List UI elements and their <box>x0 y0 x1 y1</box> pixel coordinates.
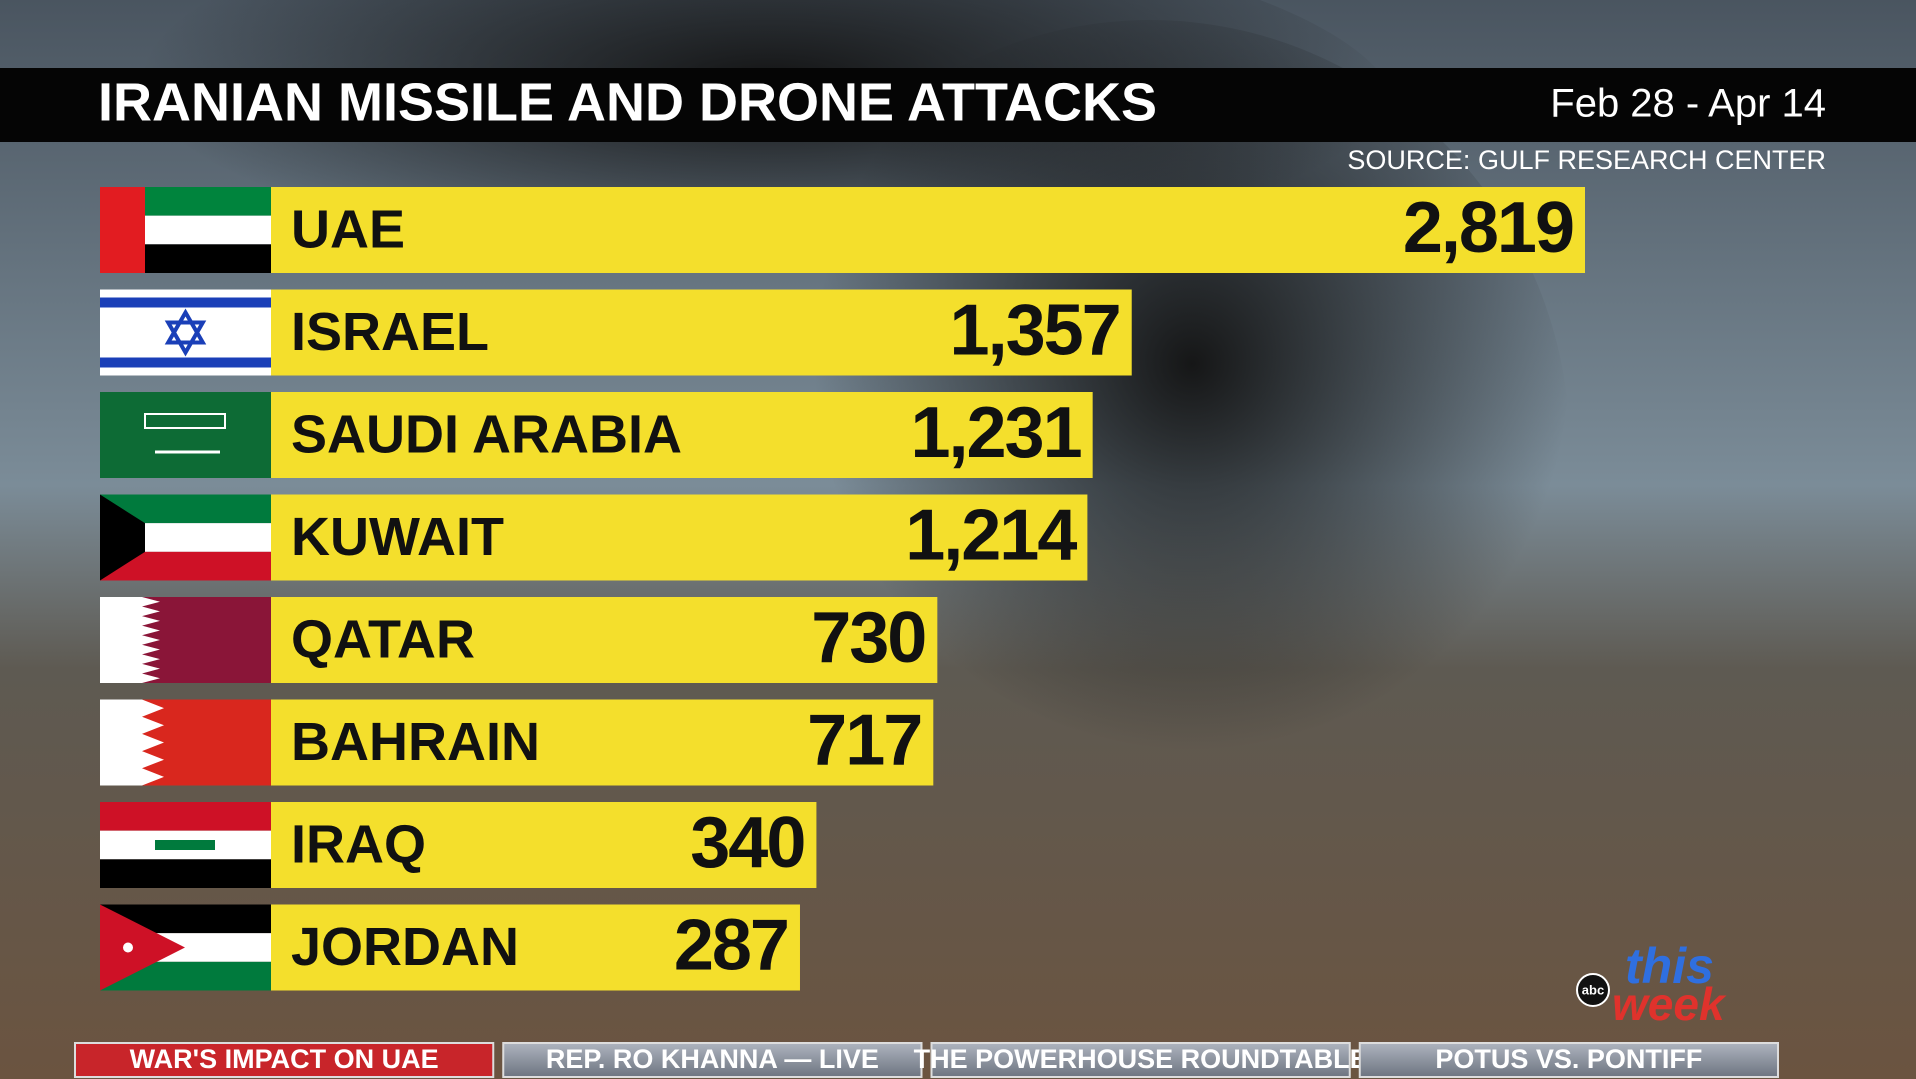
flag-stripe <box>100 187 145 273</box>
logo-top: this <box>1625 938 1714 994</box>
flag-triangle <box>100 904 185 991</box>
logo-bottom: week <box>1612 978 1727 1030</box>
bar-row: KUWAIT 1,214 <box>100 494 1088 581</box>
chart-title: IRANIAN MISSILE AND DRONE ATTACKS <box>98 72 1157 132</box>
ticker-text: THE POWERHOUSE ROUNDTABLE <box>914 1044 1368 1074</box>
ticker-text: WAR'S IMPACT ON UAE <box>130 1044 439 1074</box>
bar <box>271 802 817 888</box>
flag-star <box>123 942 133 953</box>
value-label: 287 <box>674 906 788 986</box>
logo-badge <box>1576 973 1610 1007</box>
value-label: 340 <box>690 803 804 883</box>
ticker-segment <box>74 1042 495 1078</box>
bar-row: JORDAN 287 <box>100 904 800 991</box>
flag-stripe <box>100 357 271 368</box>
source: SOURCE: GULF RESEARCH CENTER <box>1347 145 1826 175</box>
bar <box>271 187 1585 273</box>
value-label: 1,214 <box>905 496 1077 576</box>
bar-row: BAHRAIN 717 <box>100 699 934 786</box>
flag-star <box>164 308 207 345</box>
value-label: 717 <box>807 701 921 781</box>
category-label: SAUDI ARABIA <box>291 404 682 464</box>
category-label: KUWAIT <box>291 507 504 567</box>
value-label: 1,231 <box>910 393 1081 473</box>
ticker-segment <box>930 1042 1351 1078</box>
bar-row: ISRAEL 1,357 <box>100 289 1132 376</box>
category-label: UAE <box>291 199 405 259</box>
title-bar <box>0 68 1916 142</box>
bar-row: UAE 2,819 <box>100 187 1585 273</box>
ticker-segment <box>1358 1042 1779 1078</box>
bar <box>271 392 1093 478</box>
category-label: BAHRAIN <box>291 712 540 772</box>
bars: UAE 2,819 ISRAEL 1,357 SAUDI ARABIA 1,231 KUWA… <box>100 187 1585 991</box>
value-label: 730 <box>811 598 925 678</box>
bar <box>271 904 800 991</box>
bar <box>271 494 1088 581</box>
bar <box>271 289 1132 376</box>
flag-star <box>164 320 207 357</box>
flag-stripe <box>100 802 271 831</box>
date-range: Feb 28 - Apr 14 <box>1550 82 1826 126</box>
flag-stripe <box>100 297 271 308</box>
category-label: ISRAEL <box>291 302 489 362</box>
ticker-text: REP. RO KHANNA — LIVE <box>546 1044 879 1074</box>
flag-script <box>144 413 226 429</box>
bar <box>271 699 934 786</box>
flag-script <box>155 840 215 850</box>
flag-trapezoid <box>100 494 145 581</box>
flag-serration <box>100 699 164 786</box>
ticker: WAR'S IMPACT ON UAE REP. RO KHANNA — LIVE… <box>74 1042 1779 1078</box>
bar-row: QATAR 730 <box>100 597 938 683</box>
value-label: 2,819 <box>1403 188 1573 268</box>
bar <box>271 597 938 683</box>
logo-network: abc <box>1582 982 1604 997</box>
ticker-segment <box>502 1042 923 1078</box>
flag-stripe <box>100 859 271 888</box>
bar-row: SAUDI ARABIA 1,231 <box>100 392 1093 478</box>
category-label: JORDAN <box>291 917 519 977</box>
flag-serration <box>100 597 160 683</box>
category-label: IRAQ <box>291 814 426 874</box>
value-label: 1,357 <box>950 291 1120 371</box>
flag-field <box>100 392 271 478</box>
bar-row: IRAQ 340 <box>100 802 817 888</box>
ticker-text: POTUS VS. PONTIFF <box>1435 1044 1702 1074</box>
category-label: QATAR <box>291 609 475 669</box>
